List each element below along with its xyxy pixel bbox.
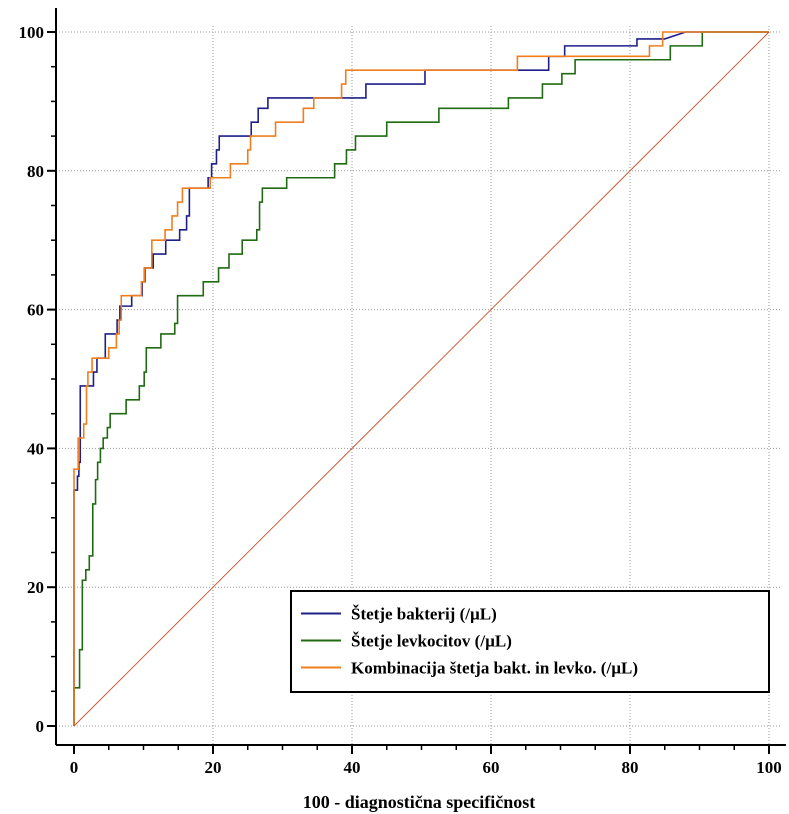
legend-label-1: Štetje bakterij (/µL) — [351, 605, 497, 624]
x-tick-label-60: 60 — [483, 758, 500, 777]
y-tick-label-40: 40 — [27, 439, 44, 458]
x-tick-label-100: 100 — [756, 758, 782, 777]
series-line-1 — [73, 31, 769, 726]
x-tick-label-0: 0 — [70, 758, 79, 777]
y-tick-label-60: 60 — [27, 301, 44, 320]
y-tick-label-20: 20 — [27, 578, 44, 597]
axes — [47, 8, 786, 754]
series-lines — [73, 31, 770, 727]
legend-label-2: Štetje levkocitov (/µL) — [351, 632, 512, 651]
series-line-2 — [73, 31, 769, 726]
series-line-3 — [73, 31, 769, 726]
x-tick-label-40: 40 — [344, 758, 361, 777]
x-tick-label-20: 20 — [205, 758, 222, 777]
tick-labels: 0 20 40 60 80 100 0 20 40 60 80 100 — [19, 23, 782, 777]
y-tick-label-80: 80 — [27, 162, 44, 181]
legend-label-3: Kombinacija štetja bakt. in levko. (/µL) — [351, 659, 638, 678]
x-tick-label-80: 80 — [622, 758, 639, 777]
legend-box — [290, 590, 770, 693]
y-tick-label-100: 100 — [19, 23, 45, 42]
y-tick-label-0: 0 — [36, 717, 45, 736]
legend: Štetje bakterij (/µL) Štetje levkocitov (… — [290, 590, 770, 693]
x-axis-title: 100 - diagnostična specifičnost — [303, 792, 536, 812]
reference-diagonal-line — [73, 31, 770, 727]
